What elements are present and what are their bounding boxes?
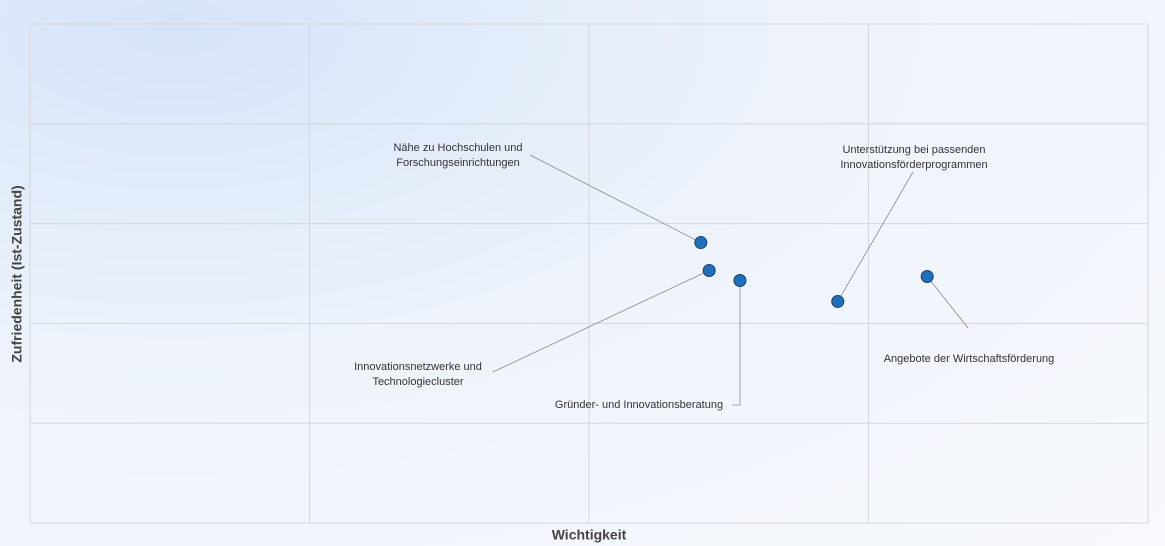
y-axis-label: Zufriedenheit (Ist-Zustand): [9, 185, 25, 362]
point: [694, 236, 708, 250]
point: [733, 273, 747, 287]
point: [702, 264, 716, 278]
point-label: Gründer- und Innovationsberatung: [555, 399, 723, 411]
point: [920, 269, 934, 283]
point-label: Angebote der Wirtschaftsförderung: [884, 353, 1055, 365]
leader-line: [732, 280, 741, 406]
x-axis-label: Wichtigkeit: [552, 527, 627, 543]
point-label: Innovationsförderprogrammen: [840, 159, 987, 171]
point-label: Nähe zu Hochschulen und: [393, 142, 522, 154]
point-label: Forschungseinrichtungen: [396, 157, 520, 169]
leader-line: [529, 154, 701, 243]
leader-line: [492, 270, 710, 373]
leader-line: [837, 171, 914, 302]
point: [831, 294, 845, 308]
point-label: Innovationsnetzwerke und: [354, 361, 482, 373]
leader-line: [926, 276, 969, 329]
point-label: Unterstützung bei passenden: [842, 144, 985, 156]
point-label: Technologiecluster: [372, 376, 463, 388]
